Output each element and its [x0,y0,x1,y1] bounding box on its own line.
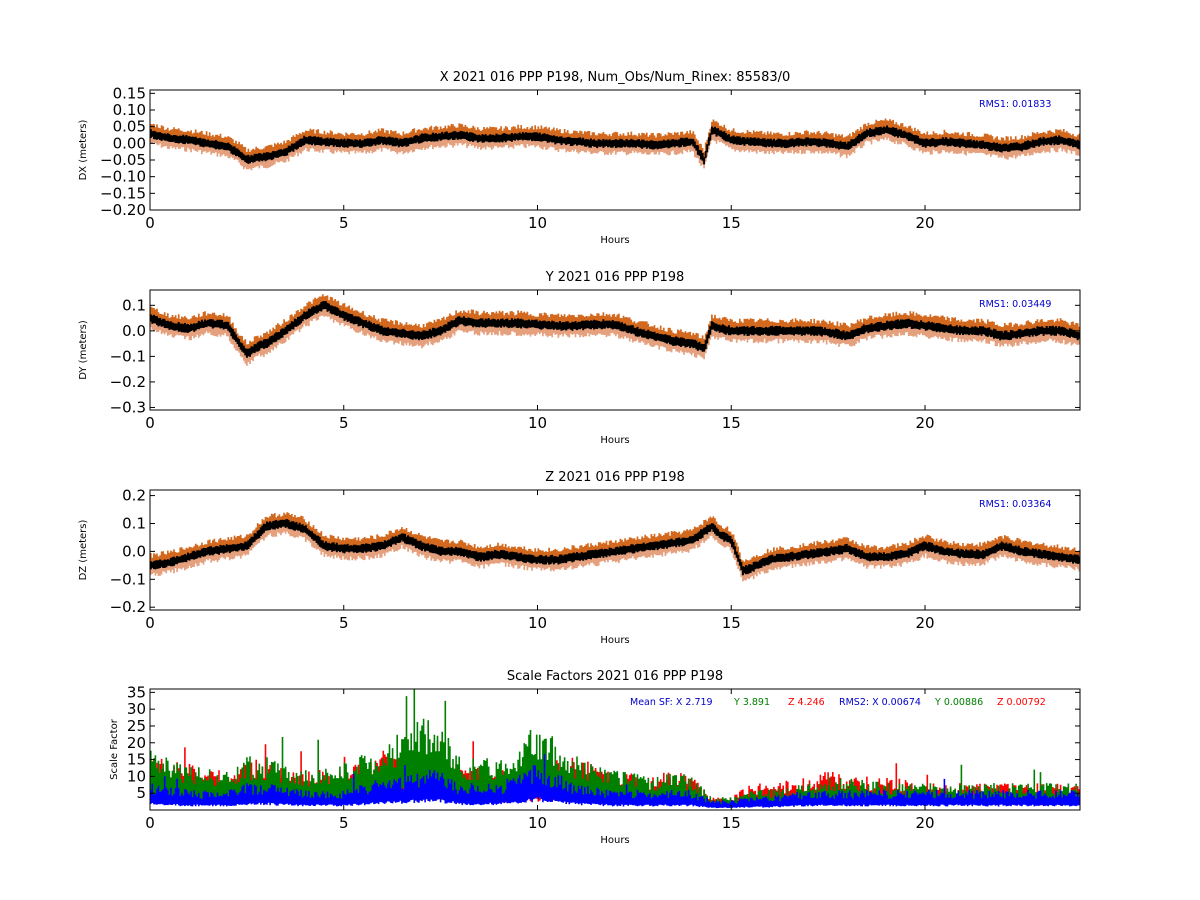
solution-marks [150,519,1080,576]
chart-title: Z 2021 016 PPP P198 [545,470,685,485]
solution-marks [150,125,1080,165]
plot-area [150,294,1080,366]
y-tick-label: −0.3 [110,398,146,416]
axes-frame [149,489,1081,611]
y-tick-label: 0.05 [113,118,146,136]
lower-bound-marks [150,305,1080,366]
dz-panel: 0 5 10 15 20 0.2 0.1 0.0 −0.1 −0.2 Z 2021 016 PPP … [78,470,1081,646]
y-tick-label: −0.10 [100,168,146,186]
x-tick-label: 20 [915,414,934,432]
y-tick-label: −0.15 [100,184,146,202]
y-tick-label: −0.1 [110,570,146,588]
x-tick-label: 15 [722,214,741,232]
y-tick-label: 0.0 [122,322,146,340]
stats-annotation-0: Mean SF: X 2.719 [630,697,713,708]
x-tick-label: 10 [528,814,547,832]
stats-annotation-1: Y 3.891 [733,697,770,708]
x-tick-label: 5 [339,214,349,232]
x-tick-label: 10 [528,214,547,232]
y-tick-label: −0.05 [100,151,146,169]
x-tick-label: 20 [915,214,934,232]
y-tick-label: −0.2 [110,598,146,616]
y-tick-label: −0.2 [110,373,146,391]
x-tick-label: 0 [145,814,155,832]
y-axis-label: DZ (meters) [78,519,89,580]
dx-panel: 0 5 10 15 20 0.150.100.050.00−0.05−0.10−0.15−… [78,70,1081,246]
y-tick-label: 5 [136,784,146,802]
dy-panel: 0 5 10 15 20 0.1 0.0 −0.1 −0.2 −0.3 Y 2021 016 PPP… [78,270,1081,446]
rms-annotation: RMS1: 0.03364 [979,499,1051,510]
y-tick-label: 0.10 [113,101,146,119]
y-tick-label: 15 [127,751,146,769]
stats-annotation-4: Y 0.00886 [934,697,983,708]
x-tick-label: 20 [915,814,934,832]
y-axis-label: DX (meters) [78,119,89,180]
chart-title: X 2021 016 PPP P198, Num_Obs/Num_Rinex: … [440,70,791,85]
axes-frame [149,688,1081,811]
y-tick-label: 0.2 [122,487,146,505]
rms-annotation: RMS1: 0.01833 [979,99,1051,110]
x-axis-label: Hours [600,835,629,846]
y-tick-label: 35 [127,683,146,701]
stats-annotation-5: Z 0.00792 [997,697,1046,708]
x-tick-label: 0 [145,414,155,432]
stats-annotation-3: RMS2: X 0.00674 [839,697,921,708]
y-tick-label: 0.00 [113,134,146,152]
y-tick-label: 30 [127,700,146,718]
x-tick-label: 20 [915,614,934,632]
x-tick-label: 15 [722,414,741,432]
x-tick-label: 10 [528,614,547,632]
y-tick-label: 0.1 [122,514,146,532]
y-tick-label: −0.1 [110,347,146,365]
x-tick-label: 5 [339,414,349,432]
y-axis-label: DY (meters) [78,320,89,380]
chart-title: Scale Factors 2021 016 PPP P198 [507,669,723,684]
plot-area [150,118,1080,171]
x-tick-label: 5 [339,814,349,832]
rms-annotation: RMS1: 0.03449 [979,299,1051,310]
series-2-marks [150,754,1080,809]
y-tick-label: 0.15 [113,84,146,102]
upper-bound-marks [150,512,1080,571]
y-tick-label: 0.0 [122,542,146,560]
y-tick-label: 25 [127,717,146,735]
plot-area [150,512,1080,582]
series-2 [150,754,1080,809]
x-tick-label: 15 [722,814,741,832]
x-axis-label: Hours [600,235,629,246]
y-tick-label: 0.1 [122,296,146,314]
solution-marks [150,301,1080,358]
y-tick-label: 10 [127,767,146,785]
x-tick-label: 0 [145,214,155,232]
x-axis-label: Hours [600,435,629,446]
stats-annotation-2: Z 4.246 [788,697,825,708]
x-tick-label: 15 [722,614,741,632]
axes-frame [149,289,1081,411]
axes-frame [149,89,1081,211]
y-tick-label: −0.20 [100,201,146,219]
x-tick-label: 10 [528,414,547,432]
plot-area [150,689,1080,809]
x-axis-label: Hours [600,635,629,646]
x-tick-label: 0 [145,614,155,632]
chart-title: Y 2021 016 PPP P198 [545,270,685,285]
y-axis-label: Scale Factor [109,718,120,780]
y-tick-label: 20 [127,734,146,752]
x-tick-label: 5 [339,614,349,632]
